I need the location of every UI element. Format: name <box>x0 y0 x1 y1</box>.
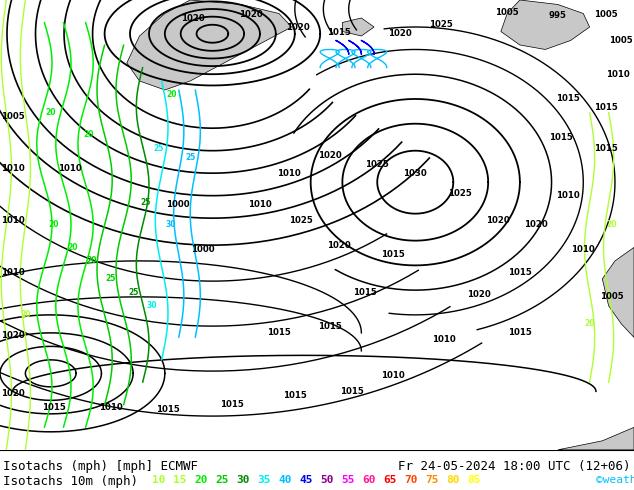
Text: ©weatheronline.co.uk: ©weatheronline.co.uk <box>596 475 634 485</box>
Text: 1020: 1020 <box>387 29 411 38</box>
Text: 1030: 1030 <box>403 169 427 178</box>
Text: 1010: 1010 <box>99 403 123 412</box>
Text: 1020: 1020 <box>286 24 310 32</box>
Text: 20: 20 <box>46 108 56 117</box>
Text: 10: 10 <box>152 475 165 485</box>
Polygon shape <box>558 427 634 450</box>
Text: Fr 24-05-2024 18:00 UTC (12+06): Fr 24-05-2024 18:00 UTC (12+06) <box>399 460 631 473</box>
Text: 1000: 1000 <box>191 245 215 254</box>
Text: 1010: 1010 <box>1 216 25 225</box>
Text: 85: 85 <box>467 475 481 485</box>
Text: 1015: 1015 <box>593 144 618 153</box>
Text: 30: 30 <box>147 301 157 310</box>
Text: 20: 20 <box>49 220 59 229</box>
Text: 55: 55 <box>341 475 354 485</box>
Text: 1020: 1020 <box>327 241 351 249</box>
Text: 25: 25 <box>215 475 228 485</box>
Text: 1015: 1015 <box>340 387 364 396</box>
Text: 40: 40 <box>278 475 292 485</box>
Text: 1015: 1015 <box>381 249 405 259</box>
Polygon shape <box>602 247 634 337</box>
Text: 1010: 1010 <box>381 371 405 380</box>
Text: 1015: 1015 <box>283 392 307 400</box>
Text: Isotachs (mph) [mph] ECMWF: Isotachs (mph) [mph] ECMWF <box>3 460 198 473</box>
Text: 1015: 1015 <box>42 403 66 412</box>
Text: 1015: 1015 <box>549 133 573 142</box>
Text: 30: 30 <box>236 475 250 485</box>
Text: 1005: 1005 <box>609 36 633 45</box>
Text: 1020: 1020 <box>524 220 548 229</box>
Text: 50: 50 <box>320 475 333 485</box>
Text: 90: 90 <box>488 475 501 485</box>
Text: 1010: 1010 <box>248 200 272 209</box>
Text: 1020: 1020 <box>1 331 25 340</box>
Text: 45: 45 <box>299 475 313 485</box>
Text: 1015: 1015 <box>593 103 618 113</box>
Text: 1010: 1010 <box>1 268 25 277</box>
Text: 1010: 1010 <box>1 164 25 173</box>
Text: 70: 70 <box>404 475 418 485</box>
Polygon shape <box>501 0 590 49</box>
Text: 1025: 1025 <box>365 160 389 169</box>
Text: 25: 25 <box>106 274 116 283</box>
Text: 20: 20 <box>20 310 30 319</box>
Text: 35: 35 <box>257 475 271 485</box>
Text: 1010: 1010 <box>606 70 630 79</box>
Text: Isotachs 10m (mph): Isotachs 10m (mph) <box>3 475 138 488</box>
Text: 20: 20 <box>68 243 78 252</box>
Text: 65: 65 <box>383 475 396 485</box>
Text: 1020: 1020 <box>238 10 262 19</box>
Text: 1020: 1020 <box>486 216 510 225</box>
Text: 1025: 1025 <box>429 20 453 29</box>
Polygon shape <box>127 0 292 90</box>
Text: 75: 75 <box>425 475 439 485</box>
Text: 20: 20 <box>607 220 617 229</box>
Polygon shape <box>342 18 374 36</box>
Text: 1020: 1020 <box>318 151 342 160</box>
Text: 1015: 1015 <box>267 328 291 338</box>
Text: 20: 20 <box>84 130 94 140</box>
Text: 1010: 1010 <box>276 169 301 178</box>
Text: 25: 25 <box>185 153 195 162</box>
Text: 60: 60 <box>362 475 375 485</box>
Text: 1015: 1015 <box>219 400 243 409</box>
Text: 1010: 1010 <box>58 164 82 173</box>
Text: 1020: 1020 <box>1 389 25 398</box>
Text: 1015: 1015 <box>555 95 579 103</box>
Text: 1000: 1000 <box>165 200 190 209</box>
Text: 1010: 1010 <box>432 335 456 344</box>
Text: 1025: 1025 <box>289 216 313 225</box>
Text: 20: 20 <box>87 256 97 266</box>
Text: 30: 30 <box>166 220 176 229</box>
Text: 995: 995 <box>549 11 567 20</box>
Text: 20: 20 <box>166 90 176 99</box>
Text: 1025: 1025 <box>448 189 472 198</box>
Text: 1005: 1005 <box>600 293 624 301</box>
Text: 1015: 1015 <box>156 405 180 414</box>
Text: 1020: 1020 <box>467 290 491 299</box>
Text: 1015: 1015 <box>318 321 342 331</box>
Text: 25: 25 <box>128 288 138 297</box>
Text: 1020: 1020 <box>181 14 205 24</box>
Text: 1015: 1015 <box>353 288 377 297</box>
Text: 20: 20 <box>585 319 595 328</box>
Text: 25: 25 <box>141 198 151 207</box>
Text: 1005: 1005 <box>495 8 519 17</box>
Text: 1015: 1015 <box>327 28 351 37</box>
Text: 15: 15 <box>173 475 186 485</box>
Text: 1015: 1015 <box>508 268 532 277</box>
Text: 1005: 1005 <box>1 112 25 122</box>
Text: 1010: 1010 <box>571 245 595 254</box>
Text: 25: 25 <box>153 144 164 153</box>
Text: 80: 80 <box>446 475 460 485</box>
Text: 1015: 1015 <box>508 328 532 338</box>
Text: 1005: 1005 <box>593 10 618 19</box>
Text: 1010: 1010 <box>555 191 579 200</box>
Text: 20: 20 <box>194 475 207 485</box>
